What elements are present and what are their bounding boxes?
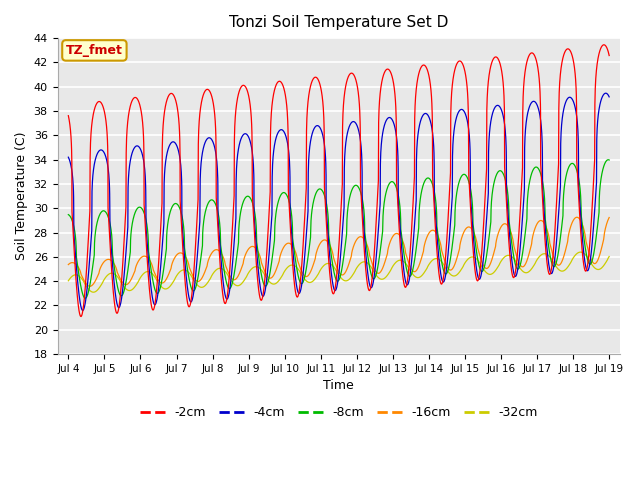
Y-axis label: Soil Temperature (C): Soil Temperature (C)	[15, 132, 28, 260]
X-axis label: Time: Time	[323, 379, 354, 392]
Title: Tonzi Soil Temperature Set D: Tonzi Soil Temperature Set D	[229, 15, 449, 30]
Text: TZ_fmet: TZ_fmet	[66, 44, 123, 57]
Legend: -2cm, -4cm, -8cm, -16cm, -32cm: -2cm, -4cm, -8cm, -16cm, -32cm	[134, 401, 543, 424]
